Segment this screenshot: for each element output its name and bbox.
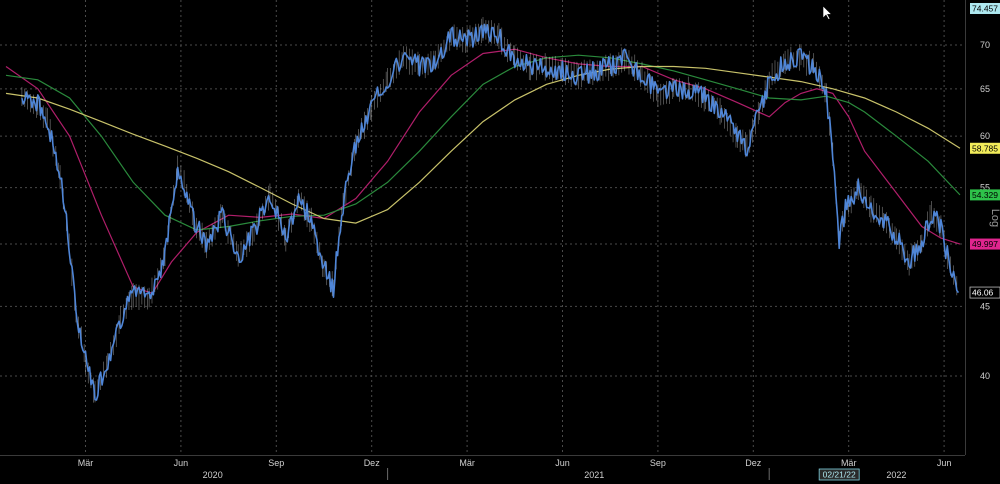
x-tick-label: Dez xyxy=(745,458,762,468)
scale-label: Log xyxy=(989,209,1000,227)
y-tick-label: 55 xyxy=(980,183,990,193)
moving-average-line xyxy=(5,65,961,224)
x-tick-label: Mär xyxy=(78,458,94,468)
y-tick-label: 60 xyxy=(980,131,990,141)
value-badge-label: 46.06 xyxy=(972,288,994,298)
x-tick-label: Jun xyxy=(555,458,570,468)
badge-layer: 74.457 58.785 54.329 49.997 46.06 xyxy=(969,2,1000,299)
x-tick-label: Mär xyxy=(841,458,857,468)
x-tick-label: Jun xyxy=(174,458,189,468)
price-series-line xyxy=(21,23,960,401)
moving-average-line xyxy=(5,54,961,231)
x-tick-label: Jun xyxy=(937,458,952,468)
y-tick-label: 45 xyxy=(980,301,990,311)
value-badge xyxy=(970,2,1000,14)
x-tick-label: Sep xyxy=(268,458,284,468)
y-tick-label: 65 xyxy=(980,84,990,94)
series-layer xyxy=(5,16,961,403)
value-badge xyxy=(970,142,1000,154)
value-badge xyxy=(969,286,1000,299)
value-badge-label: 54.329 xyxy=(972,190,998,200)
value-badge-label: 58.785 xyxy=(972,143,998,153)
x-year-label: 2022 xyxy=(886,470,906,480)
value-badge xyxy=(970,238,1000,250)
arrow-cursor-icon xyxy=(823,6,833,20)
x-tick-label: Dez xyxy=(364,458,381,468)
x-year-label: 2020 xyxy=(203,470,223,480)
x-tick-label: Sep xyxy=(650,458,666,468)
value-badge-label: 49.997 xyxy=(972,239,998,249)
crosshair-date-box xyxy=(818,468,860,481)
crosshair-date-label: 02/21/22 xyxy=(823,470,856,480)
grid-layer xyxy=(0,0,965,455)
x-tick-label: Mär xyxy=(459,458,475,468)
value-badge xyxy=(970,189,1000,201)
x-year-label: 2021 xyxy=(584,470,604,480)
y-tick-label: 70 xyxy=(980,40,990,50)
value-badge-label: 74.457 xyxy=(972,3,998,13)
y-tick-label: 40 xyxy=(980,371,990,381)
